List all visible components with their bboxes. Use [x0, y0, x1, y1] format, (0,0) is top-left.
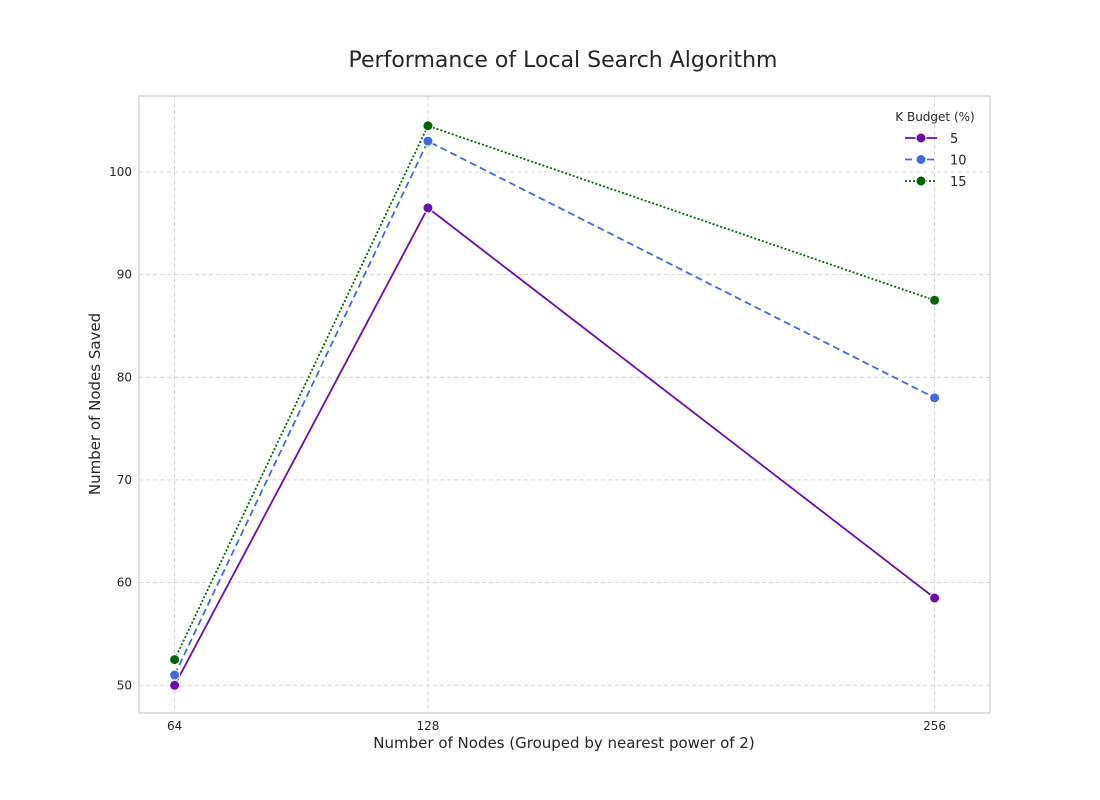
y-tick-label: 90 — [117, 268, 132, 282]
series-line — [173, 124, 935, 660]
data-point — [929, 392, 941, 404]
y-axis-label: Number of Nodes Saved — [86, 313, 104, 495]
series-layer — [169, 120, 941, 691]
legend-item-15: 15 — [905, 175, 967, 190]
series-5 — [169, 202, 941, 691]
series-line — [173, 139, 936, 676]
data-point — [422, 202, 434, 214]
legend-title: K Budget (%) — [895, 110, 974, 124]
legend-item-10: 10 — [905, 154, 967, 169]
data-point — [929, 592, 941, 604]
legend-label: 10 — [950, 154, 967, 169]
legend: K Budget (%) 5 10 15 — [895, 110, 974, 190]
y-tick-label: 50 — [117, 678, 132, 692]
y-tick-label: 70 — [117, 473, 132, 487]
legend-label: 5 — [950, 132, 958, 147]
y-tick-label: 80 — [117, 370, 132, 384]
legend-marker — [915, 132, 927, 144]
data-point — [169, 654, 181, 666]
y-tick-label: 100 — [109, 165, 132, 179]
data-point — [422, 120, 434, 132]
legend-marker — [915, 175, 927, 187]
data-point — [169, 679, 181, 691]
data-point — [169, 669, 181, 681]
series-line — [173, 206, 936, 686]
series-10 — [169, 135, 941, 681]
legend-marker — [915, 154, 927, 165]
legend-label: 15 — [950, 175, 967, 190]
data-point — [929, 294, 941, 306]
data-point — [422, 135, 434, 147]
x-axis-ticks: 64 128 256 — [167, 719, 946, 733]
x-tick-label: 128 — [416, 719, 439, 733]
y-tick-label: 60 — [117, 576, 132, 590]
y-axis-ticks: 50 60 70 80 90 100 — [109, 165, 132, 692]
x-axis-label: Number of Nodes (Grouped by nearest powe… — [373, 734, 754, 752]
x-tick-label: 256 — [923, 719, 946, 733]
legend-item-5: 5 — [905, 132, 958, 147]
x-tick-label: 64 — [167, 719, 182, 733]
plot-frame — [138, 95, 991, 714]
series-15 — [169, 120, 941, 666]
chart-title: Performance of Local Search Algorithm — [349, 48, 778, 73]
grid — [139, 96, 990, 713]
